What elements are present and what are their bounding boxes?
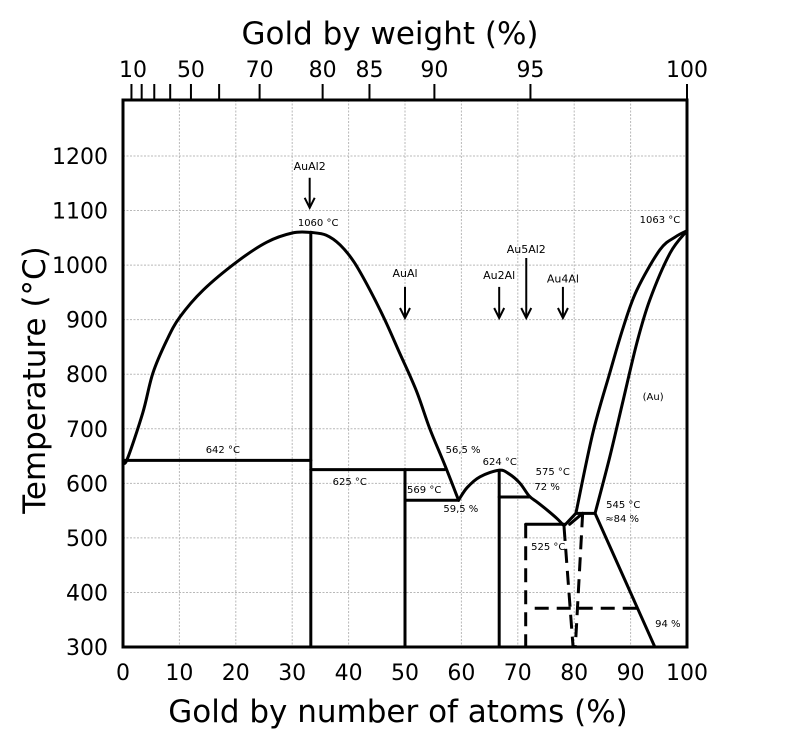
y-tick-label: 700 (66, 418, 108, 443)
curve-liquidus-aual2-right (309, 230, 461, 502)
y-tick-label: 900 (66, 309, 108, 334)
x-tick-label: 80 (560, 661, 588, 686)
top-axis-label: 70 (246, 58, 274, 83)
annotations: AuAl2 AuAl Au2Al Au5Al2 Au4Al 1060 °C 1063 °C 6… (206, 160, 681, 630)
curve-connector-b (568, 511, 585, 526)
top-axis-label: 50 (177, 58, 205, 83)
arrow-head-icon (493, 307, 506, 321)
compound-label: Au2Al (483, 269, 515, 282)
top-axis-label: 85 (355, 58, 383, 83)
y-tick-label: 600 (66, 472, 108, 497)
y-tick-label: 1000 (52, 254, 108, 279)
phase-boundaries (121, 229, 689, 649)
annotation-label: 545 °C (606, 500, 640, 511)
annotation-label: 569 °C (407, 485, 441, 496)
curve-solvus-au (593, 511, 657, 649)
x-tick-label: 30 (278, 661, 306, 686)
annotation-label: 1060 °C (298, 218, 339, 229)
arrow-head-icon (303, 197, 316, 211)
x-tick-label: 90 (617, 661, 645, 686)
top-axis-label: 80 (309, 58, 337, 83)
annotation-label: 56,5 % (446, 445, 481, 456)
compound-label: AuAl (392, 267, 417, 280)
y-tick-label: 500 (66, 527, 108, 552)
x-tick-label: 0 (116, 661, 130, 686)
annotation-label: 575 °C (536, 467, 570, 478)
x-tick-label: 100 (666, 661, 708, 686)
arrow-head-icon (520, 307, 533, 321)
curve-liquidus-au2al-dome (457, 468, 566, 528)
compound-label: Au4Al (547, 272, 579, 285)
x-tick-label: 70 (504, 661, 532, 686)
annotation-label: 94 % (655, 619, 680, 630)
annotation-label: 1063 °C (640, 215, 681, 226)
curve-liquidus-au-side (574, 229, 689, 515)
curve-connector-a (562, 511, 578, 528)
arrow-head-icon (557, 307, 569, 321)
top-axis-label: 95 (516, 58, 544, 83)
x-tick-label: 40 (335, 661, 363, 686)
top-axis-label: 10 (119, 58, 147, 83)
x-axis-title: Gold by number of atoms (%) (168, 694, 628, 730)
y-tick-label: 1100 (52, 200, 108, 225)
annotation-label: 59,5 % (443, 504, 478, 515)
curve-liquidus-al-side (121, 230, 313, 465)
compound-label: AuAl2 (294, 160, 326, 173)
x-tick-label: 60 (447, 661, 475, 686)
annotation-label: ≈84 % (605, 514, 639, 525)
arrow-head-icon (399, 307, 411, 321)
axes: 0 10 20 30 40 50 60 70 80 90 100 300 400 500 600 700 800… (52, 58, 708, 686)
curve-au4al-dashed-a (562, 526, 575, 648)
top-axis-title: Gold by weight (%) (241, 16, 538, 52)
top-axis-label: 100 (666, 58, 708, 83)
y-tick-label: 400 (66, 581, 108, 606)
annotation-label: (Au) (643, 392, 664, 403)
top-axis-label: 90 (420, 58, 448, 83)
curve-solidus-au (593, 229, 689, 515)
y-tick-label: 1200 (52, 145, 108, 170)
annotation-label: 624 °C (483, 457, 517, 468)
y-tick-label: 800 (66, 363, 108, 388)
curve-au4al-dashed-b (573, 513, 585, 648)
annotation-label: 625 °C (333, 477, 367, 488)
annotation-label: 642 °C (206, 445, 240, 456)
annotation-label: 72 % (534, 482, 559, 493)
annotation-label: 525 °C (531, 542, 565, 553)
x-tick-label: 20 (222, 661, 250, 686)
y-tick-label: 300 (66, 636, 108, 661)
compound-label: Au5Al2 (507, 243, 546, 256)
x-tick-label: 50 (391, 661, 419, 686)
y-axis-title: Temperature (°C) (17, 246, 53, 515)
x-tick-label: 10 (165, 661, 193, 686)
